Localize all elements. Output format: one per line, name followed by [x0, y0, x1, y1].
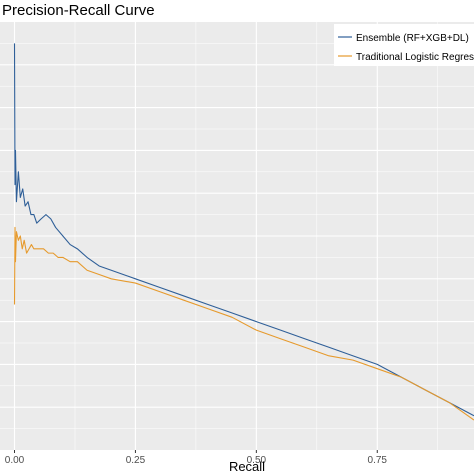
grid-lines — [0, 22, 474, 450]
series-lines — [13, 43, 474, 421]
legend-label-ensemble: Ensemble (RF+XGB+DL) — [356, 33, 469, 44]
series-line-logistic — [13, 226, 474, 421]
legend-background — [334, 24, 474, 66]
x-axis-title: Recall — [229, 459, 265, 474]
chart-title: Precision-Recall Curve — [2, 2, 155, 19]
x-tick-label: 0.25 — [126, 455, 146, 466]
x-tick-label: 0.00 — [5, 455, 25, 466]
legend-label-logistic: Traditional Logistic Regression — [356, 52, 474, 63]
series-line-ensemble — [13, 43, 474, 417]
x-axis-ticks: 0.00 0.25 0.50 0.75 — [5, 450, 388, 466]
x-tick-label: 0.50 — [247, 455, 267, 466]
legend: Ensemble (RF+XGB+DL) Traditional Logisti… — [334, 24, 474, 66]
x-tick-label: 0.75 — [368, 455, 388, 466]
